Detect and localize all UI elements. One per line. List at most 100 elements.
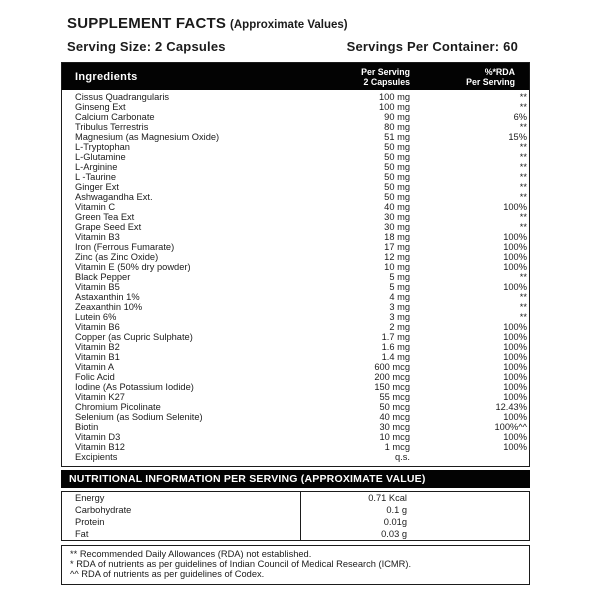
table-row: Iron (Ferrous Fumarate) 17 mg 100% — [62, 242, 529, 252]
ingredient-name: Vitamin E (50% dry powder) — [75, 262, 191, 272]
ingredient-amount: 55 mcg — [379, 392, 411, 402]
table-row: Vitamin E (50% dry powder) 10 mg 100% — [62, 262, 529, 272]
ingredient-amount: 1 mcg — [384, 442, 410, 452]
ingredient-rda: 100% — [503, 382, 527, 392]
ingredient-rda: ** — [519, 182, 527, 192]
ingredient-rda: 100% — [503, 442, 527, 452]
ingredient-amount: 51 mg — [384, 132, 410, 142]
table-row: Carbohydrate 0.1 g — [62, 504, 529, 516]
ingredient-name: Vitamin K27 — [75, 392, 125, 402]
ingredient-name: Ashwagandha Ext. — [75, 192, 153, 202]
ingredient-name: Vitamin C — [75, 202, 116, 212]
ingredient-rda: ** — [519, 312, 527, 322]
ingredient-rda: ** — [519, 192, 527, 202]
footnote-line: ^^ RDA of nutrients as per guidelines of… — [70, 569, 265, 580]
ingredient-amount: 100 mg — [378, 92, 410, 102]
ingredient-rda: ** — [519, 162, 527, 172]
table-row: Ginseng Ext 100 mg ** — [62, 102, 529, 112]
column-header-rda: %*RDA Per Serving — [410, 67, 529, 87]
column-header-per-serving: Per Serving 2 Capsules — [280, 67, 410, 87]
ingredients-table: Ingredients Per Serving 2 Capsules %*RDA… — [61, 62, 530, 467]
nutrient-value: 0.03 g — [300, 528, 529, 540]
ingredient-name: Vitamin B3 — [75, 232, 120, 242]
ingredient-name: Vitamin B2 — [75, 342, 120, 352]
table-row: L-Arginine 50 mg ** — [62, 162, 529, 172]
serving-size-text: Serving Size: 2 Capsules — [67, 39, 226, 54]
table-row: L-Glutamine 50 mg ** — [62, 152, 529, 162]
ingredient-amount: 1.4 mg — [381, 352, 410, 362]
ingredient-name: Green Tea Ext — [75, 212, 135, 222]
ingredient-amount: 40 mcg — [379, 412, 411, 422]
ingredient-name: Zinc (as Zinc Oxide) — [75, 252, 159, 262]
table-row: Vitamin B6 2 mg 100% — [62, 322, 529, 332]
ingredient-rda: 100% — [503, 372, 527, 382]
ingredient-rda: ** — [519, 272, 527, 282]
ingredient-name: Ginger Ext — [75, 182, 119, 192]
ingredient-amount: 3 mg — [389, 302, 410, 312]
ingredient-rda: ** — [519, 152, 527, 162]
ingredient-name: Cissus Quadrangularis — [75, 92, 170, 102]
ingredient-rda: 100% — [503, 242, 527, 252]
ingredient-amount: 50 mg — [384, 142, 410, 152]
ingredient-name: Tribulus Terrestris — [75, 122, 149, 132]
ingredient-name: Excipients — [75, 452, 118, 462]
rda-line1: %*RDA — [484, 66, 515, 77]
table-row: Vitamin B5 5 mg 100% — [62, 282, 529, 292]
ingredient-rda: 100% — [503, 252, 527, 262]
ingredient-rda: ** — [519, 122, 527, 132]
table-row: L-Tryptophan 50 mg ** — [62, 142, 529, 152]
ingredient-amount: 18 mg — [384, 232, 410, 242]
table-row: L -Taurine 50 mg ** — [62, 172, 529, 182]
ingredient-amount: 5 mg — [389, 282, 410, 292]
table-row: Vitamin B3 18 mg 100% — [62, 232, 529, 242]
ingredients-table-header: Ingredients Per Serving 2 Capsules %*RDA… — [62, 63, 529, 90]
ingredient-name: Selenium (as Sodium Selenite) — [75, 412, 203, 422]
ingredient-amount: 150 mcg — [374, 382, 410, 392]
table-row: Astaxanthin 1% 4 mg ** — [62, 292, 529, 302]
ingredient-rda: 12.43% — [495, 402, 527, 412]
table-row: Vitamin B12 1 mcg 100% — [62, 442, 529, 452]
ingredient-rda: 6% — [513, 112, 527, 122]
table-row: Vitamin D3 10 mcg 100% — [62, 432, 529, 442]
ingredient-rda — [410, 452, 529, 462]
nutrient-name: Carbohydrate — [75, 505, 132, 515]
table-row: Fat 0.03 g — [62, 528, 529, 540]
table-row: Vitamin B1 1.4 mg 100% — [62, 352, 529, 362]
ingredient-amount: 5 mg — [389, 272, 410, 282]
ingredient-name: Lutein 6% — [75, 312, 117, 322]
table-row: Black Pepper 5 mg ** — [62, 272, 529, 282]
table-row: Vitamin A 600 mcg 100% — [62, 362, 529, 372]
ingredient-rda: ** — [519, 172, 527, 182]
ingredient-rda: ** — [519, 302, 527, 312]
nutrient-name: Protein — [75, 517, 105, 527]
serving-info-row: Serving Size: 2 Capsules Servings Per Co… — [67, 39, 518, 54]
ingredient-amount: q.s. — [395, 452, 410, 462]
footnotes-box: ** Recommended Daily Allowances (RDA) no… — [61, 545, 530, 585]
ingredient-name: Iron (Ferrous Fumarate) — [75, 242, 175, 252]
ingredient-name: Grape Seed Ext — [75, 222, 142, 232]
ingredient-rda: 100% — [503, 332, 527, 342]
ingredient-rda: ** — [519, 92, 527, 102]
ingredient-rda: ** — [519, 142, 527, 152]
ingredient-name: Folic Acid — [75, 372, 115, 382]
ingredient-rda: 100% — [503, 362, 527, 372]
ingredient-amount: 50 mg — [384, 192, 410, 202]
ingredient-amount: 90 mg — [384, 112, 410, 122]
ingredient-rda: 100% — [503, 262, 527, 272]
ingredient-name: L -Taurine — [75, 172, 116, 182]
ingredient-name: Ginseng Ext — [75, 102, 126, 112]
ingredient-amount: 50 mg — [384, 172, 410, 182]
table-row: Cissus Quadrangularis 100 mg ** — [62, 92, 529, 102]
ingredient-amount: 12 mg — [384, 252, 410, 262]
ingredient-name: Chromium Picolinate — [75, 402, 161, 412]
table-row: Green Tea Ext 30 mg ** — [62, 212, 529, 222]
ingredient-name: Calcium Carbonate — [75, 112, 155, 122]
table-row: Excipients q.s. — [62, 452, 529, 462]
table-row: Ginger Ext 50 mg ** — [62, 182, 529, 192]
table-row: Vitamin K27 55 mcg 100% — [62, 392, 529, 402]
ingredient-rda: 100% — [503, 432, 527, 442]
ingredient-rda: 100% — [503, 282, 527, 292]
ingredient-name: Magnesium (as Magnesium Oxide) — [75, 132, 220, 142]
nutrient-value: 0.71 Kcal — [300, 492, 529, 504]
